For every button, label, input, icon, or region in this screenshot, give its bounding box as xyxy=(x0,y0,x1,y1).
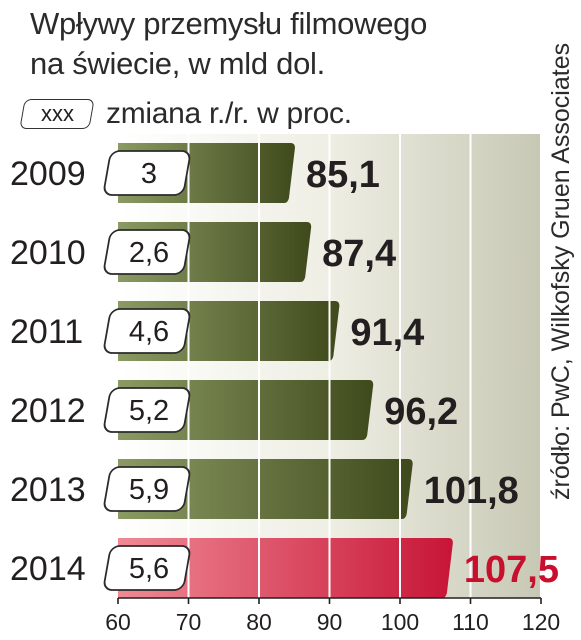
x-tick-label-110: 110 xyxy=(452,609,489,635)
value-label-2009: 85,1 xyxy=(306,154,380,196)
change-label-2012: 5,2 xyxy=(129,395,169,427)
change-label-2014: 5,6 xyxy=(129,553,169,585)
x-tick-label-60: 60 xyxy=(105,609,131,635)
change-box-2010 xyxy=(103,229,191,275)
value-label-2011: 91,4 xyxy=(350,312,424,354)
change-label-2011: 4,6 xyxy=(129,316,169,348)
x-tick-label-120: 120 xyxy=(522,609,560,635)
year-label-2011: 2011 xyxy=(10,313,83,351)
change-label-2009: 3 xyxy=(141,158,157,190)
x-tick-label-90: 90 xyxy=(317,609,343,635)
x-tick-label-70: 70 xyxy=(176,609,202,635)
change-label-2010: 2,6 xyxy=(129,237,169,269)
change-box-2009 xyxy=(103,150,191,196)
change-box-2012 xyxy=(103,387,191,433)
change-box-2013 xyxy=(103,466,191,512)
chart-title-line-2: na świecie, w mld dol. xyxy=(30,46,325,81)
bar-2014 xyxy=(118,538,453,598)
value-label-2013: 101,8 xyxy=(424,470,519,512)
chart-title: Wpływy przemysłu filmowego na świecie, w… xyxy=(30,4,427,84)
value-label-2012: 96,2 xyxy=(384,391,458,433)
legend: xxx zmiana r./r. w proc. xyxy=(19,96,352,132)
value-label-2010: 87,4 xyxy=(322,233,396,275)
year-label-2013: 2013 xyxy=(10,471,86,509)
x-tick-label-100: 100 xyxy=(381,609,419,635)
year-label-2010: 2010 xyxy=(10,234,86,272)
legend-text: zmiana r./r. w proc. xyxy=(106,97,352,130)
change-box-2011 xyxy=(103,308,191,354)
x-tick-label-80: 80 xyxy=(246,609,272,635)
year-label-2014: 2014 xyxy=(10,550,86,588)
chart-title-line-1: Wpływy przemysłu filmowego xyxy=(30,6,428,41)
change-label-2013: 5,9 xyxy=(129,474,169,506)
value-label-2014: 107,5 xyxy=(464,549,559,591)
bar-2013 xyxy=(118,459,413,519)
year-label-2009: 2009 xyxy=(10,155,86,193)
year-label-2012: 2012 xyxy=(10,392,86,430)
change-box-2014 xyxy=(103,545,191,591)
